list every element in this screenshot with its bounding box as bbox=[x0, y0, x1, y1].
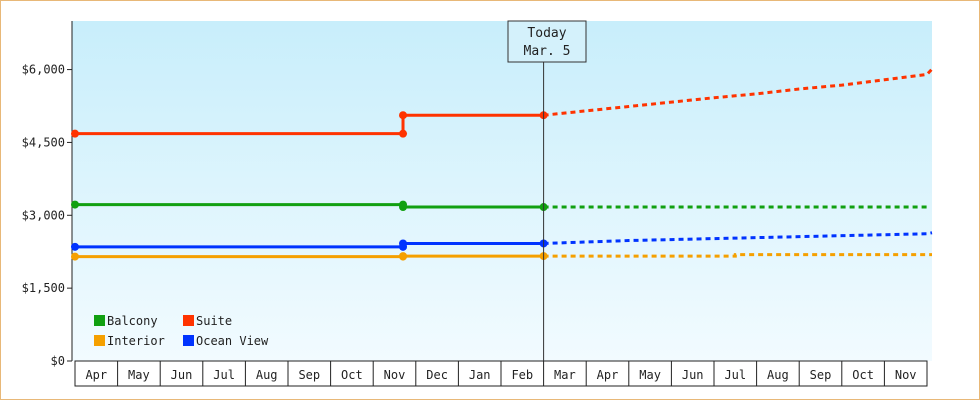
x-tick-label: Jun bbox=[682, 368, 704, 382]
plot-area bbox=[72, 21, 932, 361]
data-point-balcony bbox=[71, 201, 79, 209]
x-tick-label: Nov bbox=[895, 368, 917, 382]
data-point-suite bbox=[399, 130, 407, 138]
x-tick-label: Mar bbox=[554, 368, 576, 382]
x-tick-label: Dec bbox=[426, 368, 448, 382]
legend-label: Ocean View bbox=[196, 334, 269, 348]
x-tick-label: Aug bbox=[256, 368, 278, 382]
x-tick-label: Nov bbox=[384, 368, 406, 382]
legend-item-interior: Interior bbox=[94, 334, 165, 348]
x-tick-label: Feb bbox=[511, 368, 533, 382]
y-tick-label: $6,000 bbox=[22, 63, 65, 77]
x-tick-label: Jan bbox=[469, 368, 491, 382]
data-point-ocean-view bbox=[399, 239, 407, 247]
y-tick-label: $1,500 bbox=[22, 281, 65, 295]
today-label: Today bbox=[527, 26, 566, 41]
y-tick-label: $3,000 bbox=[22, 208, 65, 222]
x-tick-label: Aug bbox=[767, 368, 789, 382]
data-point-balcony bbox=[399, 203, 407, 211]
data-point-suite bbox=[71, 130, 79, 138]
x-tick-label: Apr bbox=[597, 368, 619, 382]
data-point-suite bbox=[399, 111, 407, 119]
x-tick-label: Jul bbox=[213, 368, 235, 382]
legend-swatch bbox=[183, 335, 194, 346]
x-tick-label: Oct bbox=[341, 368, 363, 382]
legend-swatch bbox=[94, 315, 105, 326]
data-point-interior bbox=[71, 253, 79, 261]
legend-label: Balcony bbox=[107, 314, 158, 328]
x-tick-label: Sep bbox=[298, 368, 320, 382]
y-tick-label: $0 bbox=[51, 354, 65, 368]
data-point-interior bbox=[399, 252, 407, 260]
x-tick-label: May bbox=[639, 368, 661, 382]
today-date: Mar. 5 bbox=[524, 44, 571, 59]
legend-label: Suite bbox=[196, 314, 232, 328]
legend-item-balcony: Balcony bbox=[94, 314, 158, 328]
legend-item-ocean-view: Ocean View bbox=[183, 334, 269, 348]
y-tick-label: $4,500 bbox=[22, 135, 65, 149]
x-tick-label: May bbox=[128, 368, 150, 382]
legend-label: Interior bbox=[107, 334, 165, 348]
x-tick-label: Apr bbox=[85, 368, 107, 382]
x-tick-label: Sep bbox=[810, 368, 832, 382]
legend-swatch bbox=[94, 335, 105, 346]
x-tick-label: Jun bbox=[171, 368, 193, 382]
legend-item-suite: Suite bbox=[183, 314, 232, 328]
legend-swatch bbox=[183, 315, 194, 326]
x-tick-label: Jul bbox=[724, 368, 746, 382]
data-point-ocean-view bbox=[71, 243, 79, 251]
x-tick-label: Oct bbox=[852, 368, 874, 382]
